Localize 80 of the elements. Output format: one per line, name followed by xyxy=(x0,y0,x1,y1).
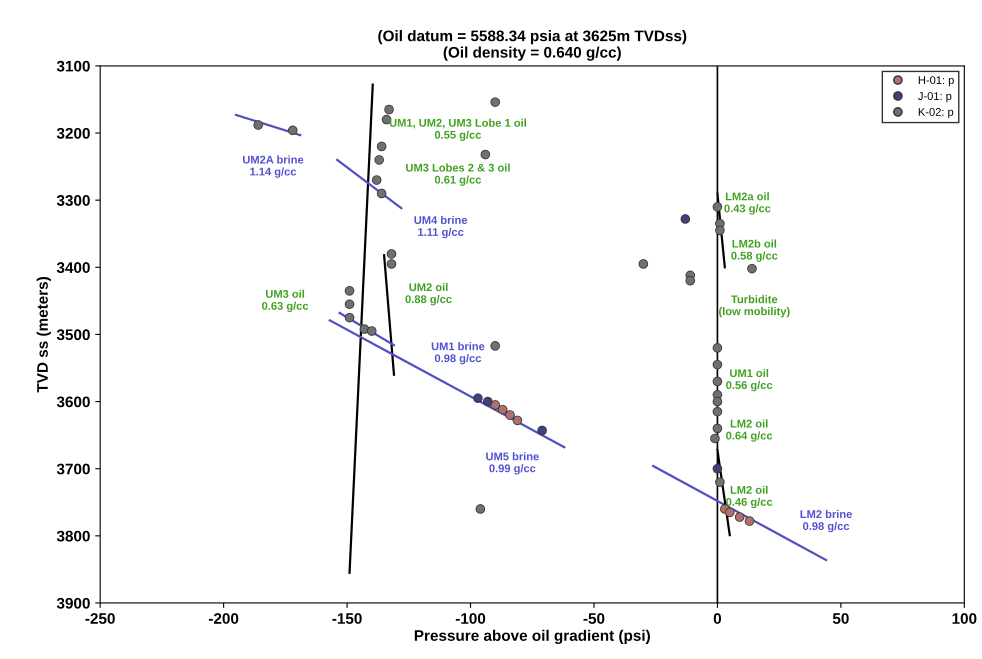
point xyxy=(715,477,725,487)
point xyxy=(490,341,500,351)
y-tick-label: 3400 xyxy=(56,262,90,274)
y-tick-label: 3500 xyxy=(56,329,90,340)
x-tick-label: -50 xyxy=(584,613,604,624)
annotation: UM2 oil 0.88 g/cc xyxy=(406,282,452,306)
point xyxy=(344,299,354,310)
point xyxy=(715,226,725,236)
legend-label: H-01: p xyxy=(918,76,954,86)
point xyxy=(505,410,515,420)
annotation: UM3 oil 0.63 g/cc xyxy=(262,290,308,312)
point xyxy=(724,508,735,518)
point xyxy=(712,360,722,370)
y-tick-label: 3300 xyxy=(56,195,90,206)
annotation: Turbidite (low mobility) xyxy=(719,295,790,318)
point xyxy=(376,142,386,152)
annotation: UM1 oil 0.56 g/cc xyxy=(726,368,772,392)
point xyxy=(490,97,500,107)
point xyxy=(344,312,354,322)
annotation: LM2 brine 0.98 g/cc xyxy=(800,510,852,532)
x-axis-title: Pressure above oil gradient (psi) xyxy=(414,630,650,644)
point xyxy=(372,175,382,185)
point xyxy=(480,150,490,160)
point xyxy=(712,424,722,434)
x-tick-label: 100 xyxy=(952,613,976,624)
point xyxy=(712,406,722,416)
annotation: UM3 Lobes 2 & 3 oil 0.61 g/cc xyxy=(406,163,510,186)
point xyxy=(712,343,722,353)
point xyxy=(498,404,508,414)
annotation: LM2a oil 0.43 g/cc xyxy=(724,192,771,215)
annotation: UM1 brine 0.98 g/cc xyxy=(432,342,484,364)
y-tick-label: 3900 xyxy=(56,598,90,609)
point xyxy=(747,264,757,274)
point xyxy=(288,126,298,136)
point xyxy=(384,104,394,114)
point xyxy=(512,416,522,426)
point xyxy=(482,396,493,406)
x-tick-label: -250 xyxy=(85,613,115,624)
annotation: LM2b oil 0.58 g/cc xyxy=(731,239,778,262)
y-tick-label: 3200 xyxy=(56,128,90,139)
x-tick-label: -100 xyxy=(456,613,486,624)
y-tick-label: 3800 xyxy=(56,530,90,542)
x-tick-label: 0 xyxy=(714,613,722,624)
point xyxy=(685,276,696,286)
annotation: LM2 oil 0.64 g/cc xyxy=(726,419,772,442)
y-tick-label: 3600 xyxy=(56,396,90,408)
point xyxy=(744,516,754,526)
point xyxy=(734,512,744,522)
point xyxy=(366,326,377,336)
point xyxy=(490,400,500,410)
annotation: LM2 oil 0.46 g/cc xyxy=(726,486,772,508)
annotation: UM1, UM2, UM3 Lobe 1 oil 0.55 g/cc xyxy=(390,118,526,141)
point xyxy=(476,504,486,514)
point xyxy=(473,393,483,404)
y-tick-label: 3700 xyxy=(56,464,90,474)
point xyxy=(386,249,396,259)
point xyxy=(374,155,384,165)
legend-label: K-02: p xyxy=(918,108,954,118)
point xyxy=(680,214,690,224)
legend-label: J-01: p xyxy=(918,92,952,102)
point xyxy=(386,259,396,269)
annotation: UM5 brine 0.99 g/cc xyxy=(486,452,539,475)
annotation: UM2A brine 1.14 g/cc xyxy=(243,155,304,178)
x-tick-label: 50 xyxy=(832,613,849,624)
point xyxy=(712,464,722,474)
point xyxy=(638,259,648,269)
point xyxy=(712,376,722,386)
annotation: UM4 brine 1.11 g/cc xyxy=(414,216,468,238)
point xyxy=(712,202,722,212)
point xyxy=(253,120,263,130)
y-axis-title: TVD ss (meters) xyxy=(36,277,51,392)
point xyxy=(712,396,722,406)
y-tick-label: 3100 xyxy=(56,60,90,72)
point xyxy=(537,426,547,436)
chart-title: (Oil datum = 5588.34 psia at 3625m TVDss) (Oil density = 0.640 g/cc) xyxy=(378,30,686,61)
x-tick-label: -150 xyxy=(332,613,362,624)
x-tick-label: -200 xyxy=(208,613,238,624)
point xyxy=(376,188,386,198)
point xyxy=(710,434,720,444)
point xyxy=(344,286,354,296)
